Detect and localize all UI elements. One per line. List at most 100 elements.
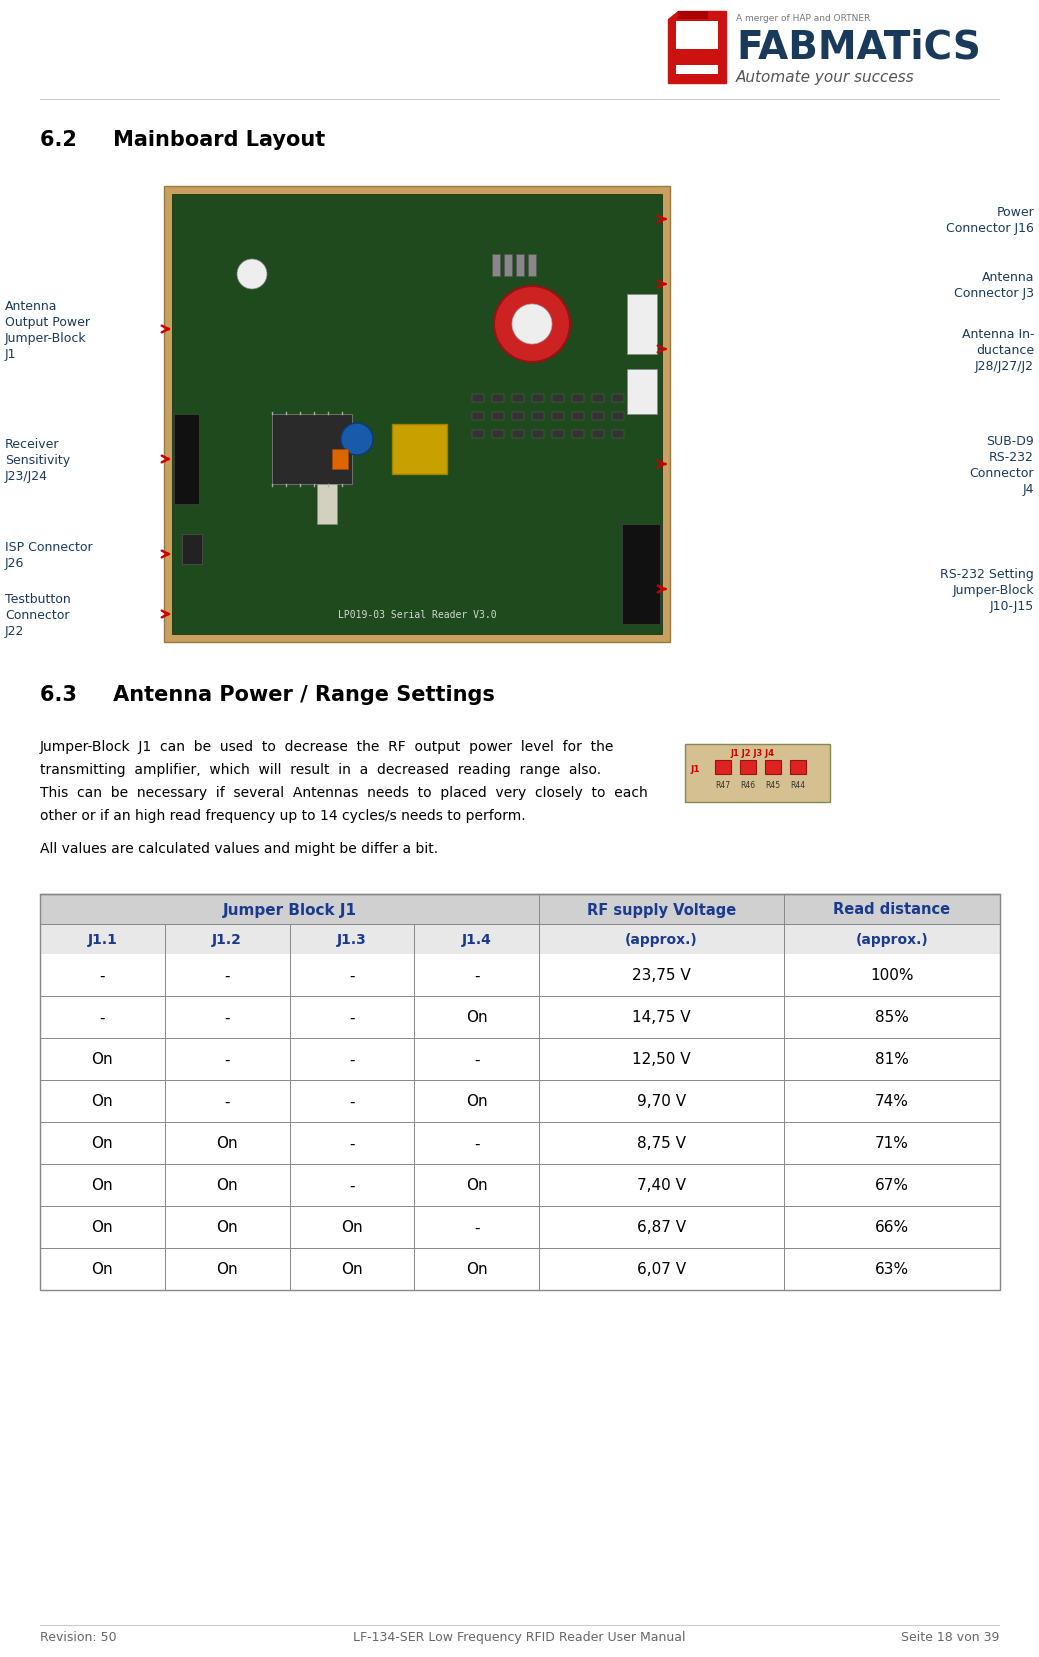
Bar — [392, 424, 447, 474]
Text: -: - — [474, 1052, 480, 1067]
Text: 67%: 67% — [875, 1178, 909, 1193]
Bar — [765, 761, 781, 774]
Text: other or if an high read frequency up to 14 cycles/s needs to perform.: other or if an high read frequency up to… — [39, 809, 526, 822]
Bar — [790, 761, 806, 774]
Bar — [512, 413, 524, 421]
Text: 6,87 V: 6,87 V — [637, 1220, 686, 1234]
Bar — [39, 1248, 1000, 1291]
Bar — [676, 22, 718, 50]
Bar — [39, 1080, 1000, 1122]
Text: On: On — [91, 1178, 113, 1193]
Text: On: On — [341, 1220, 363, 1234]
Circle shape — [341, 424, 373, 456]
Text: On: On — [465, 1178, 487, 1193]
Text: 12,50 V: 12,50 V — [633, 1052, 691, 1067]
Text: Antenna In-
ductance
J28/J27/J2: Antenna In- ductance J28/J27/J2 — [961, 328, 1034, 373]
Text: -: - — [474, 968, 480, 983]
Text: 6,07 V: 6,07 V — [637, 1261, 686, 1278]
Bar — [164, 187, 670, 643]
Bar — [332, 449, 348, 469]
Bar — [685, 744, 830, 802]
Text: -: - — [100, 1009, 105, 1026]
Bar — [552, 431, 564, 439]
Bar — [172, 196, 662, 635]
Text: This  can  be  necessary  if  several  Antennas  needs  to  placed  very  closel: This can be necessary if several Antenna… — [39, 785, 647, 800]
Bar — [552, 413, 564, 421]
Bar — [272, 414, 352, 486]
Text: On: On — [465, 1261, 487, 1278]
Bar — [492, 394, 504, 403]
Text: -: - — [349, 1094, 354, 1109]
Bar — [39, 1206, 1000, 1248]
Bar — [627, 370, 657, 414]
Text: -: - — [349, 968, 354, 983]
Bar — [39, 925, 1000, 954]
Text: -: - — [349, 1178, 354, 1193]
Bar — [182, 535, 202, 565]
Bar — [592, 394, 604, 403]
Text: J1.1: J1.1 — [87, 933, 117, 946]
Bar — [512, 394, 524, 403]
Text: 14,75 V: 14,75 V — [633, 1009, 691, 1026]
Bar — [39, 954, 1000, 996]
Text: 23,75 V: 23,75 V — [632, 968, 691, 983]
Bar — [472, 431, 484, 439]
Bar — [627, 295, 657, 355]
Text: 100%: 100% — [871, 968, 913, 983]
Text: FABMATiCS: FABMATiCS — [736, 28, 981, 66]
Bar — [622, 525, 660, 625]
Text: On: On — [91, 1261, 113, 1278]
Text: J1 J2 J3 J4: J1 J2 J3 J4 — [730, 749, 774, 757]
Text: Jumper-Block  J1  can  be  used  to  decrease  the  RF  output  power  level  fo: Jumper-Block J1 can be used to decrease … — [39, 739, 614, 754]
Text: Testbutton
Connector
J22: Testbutton Connector J22 — [5, 592, 71, 636]
Text: LF-134-SER Low Frequency RFID Reader User Manual: LF-134-SER Low Frequency RFID Reader Use… — [353, 1630, 686, 1644]
Text: All values are calculated values and might be differ a bit.: All values are calculated values and mig… — [39, 842, 438, 855]
Bar — [516, 255, 524, 277]
Bar — [552, 394, 564, 403]
Text: J1: J1 — [690, 764, 699, 774]
Text: J1.3: J1.3 — [337, 933, 367, 946]
Bar — [572, 413, 584, 421]
Bar — [676, 66, 718, 75]
Text: 6.2     Mainboard Layout: 6.2 Mainboard Layout — [39, 129, 325, 149]
Circle shape — [237, 260, 267, 290]
Text: On: On — [216, 1178, 238, 1193]
Text: R45: R45 — [766, 780, 780, 789]
Bar — [528, 255, 536, 277]
Text: -: - — [474, 1220, 480, 1234]
Text: -: - — [224, 968, 230, 983]
Text: 81%: 81% — [875, 1052, 909, 1067]
Bar — [572, 394, 584, 403]
Text: transmitting  amplifier,  which  will  result  in  a  decreased  reading  range : transmitting amplifier, which will resul… — [39, 762, 602, 777]
Bar — [592, 431, 604, 439]
Text: 7,40 V: 7,40 V — [637, 1178, 686, 1193]
Text: Jumper Block J1: Jumper Block J1 — [222, 901, 356, 916]
Text: R46: R46 — [741, 780, 755, 789]
Text: On: On — [216, 1135, 238, 1152]
Text: Seite 18 von 39: Seite 18 von 39 — [901, 1630, 1000, 1644]
Text: Revision: 50: Revision: 50 — [39, 1630, 116, 1644]
Text: A merger of HAP and ORTNER: A merger of HAP and ORTNER — [736, 13, 871, 23]
Text: On: On — [91, 1220, 113, 1234]
Bar — [492, 431, 504, 439]
Bar — [612, 413, 624, 421]
Text: RS-232 Setting
Jumper-Block
J10-J15: RS-232 Setting Jumper-Block J10-J15 — [940, 567, 1034, 611]
Bar — [715, 761, 731, 774]
Text: ISP Connector
J26: ISP Connector J26 — [5, 540, 92, 568]
Text: On: On — [216, 1220, 238, 1234]
Bar — [572, 431, 584, 439]
Text: Antenna
Connector J3: Antenna Connector J3 — [954, 270, 1034, 300]
Bar — [492, 413, 504, 421]
Text: 74%: 74% — [875, 1094, 909, 1109]
Bar — [39, 1122, 1000, 1165]
Text: J1.2: J1.2 — [212, 933, 242, 946]
Text: SUB-D9
RS-232
Connector
J4: SUB-D9 RS-232 Connector J4 — [969, 434, 1034, 495]
Text: R44: R44 — [791, 780, 805, 789]
Text: On: On — [91, 1052, 113, 1067]
Text: On: On — [465, 1009, 487, 1026]
Bar — [532, 431, 544, 439]
Bar — [39, 895, 1000, 1291]
Bar — [174, 414, 199, 505]
Text: 66%: 66% — [875, 1220, 909, 1234]
Text: 8,75 V: 8,75 V — [637, 1135, 686, 1152]
